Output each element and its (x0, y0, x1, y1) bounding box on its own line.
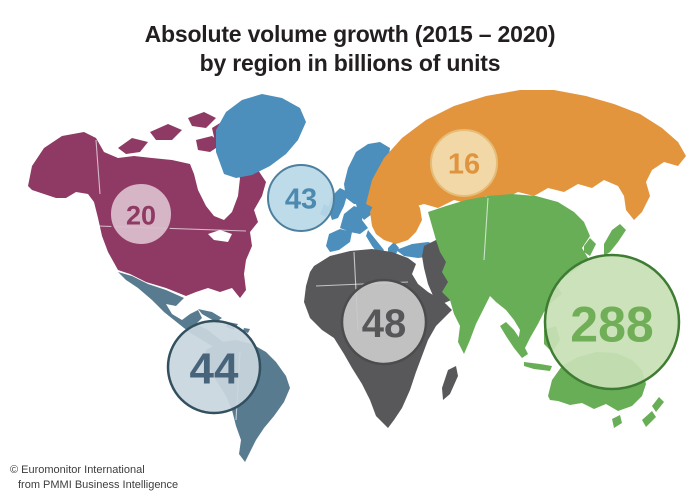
bubble-layer: 20 43 16 48 44 288 (109, 129, 681, 415)
bubble-circle-asia-pacific (543, 253, 681, 391)
bubble-value-western-europe: 43 (285, 183, 317, 215)
bubble-value-asia-pacific: 288 (570, 297, 653, 353)
bubble-latin-america: 44 (166, 319, 262, 415)
source-line2: from PMMI Business Intelligence (18, 479, 179, 492)
source-line1: © Euromonitor International (10, 464, 145, 477)
bubble-africa-middle-east: 48 (340, 278, 428, 366)
bubble-circle-eastern-europe (430, 129, 498, 197)
source-attribution: © Euromonitor International from PMMI Bu… (10, 463, 178, 493)
bubble-eastern-europe: 16 (430, 129, 498, 197)
chart-title: Absolute volume growth (2015 – 2020) by … (0, 20, 700, 78)
bubble-circle-north-america (109, 182, 173, 246)
bubble-circle-western-europe (267, 164, 335, 232)
region-greenland (216, 94, 306, 178)
region-asia (428, 194, 626, 371)
bubble-north-america: 20 (109, 182, 173, 246)
bubble-asia-pacific: 288 (543, 253, 681, 391)
bubble-value-north-america: 20 (126, 200, 156, 230)
chart-title-line1: Absolute volume growth (2015 – 2020) (144, 21, 556, 47)
region-central-america (118, 272, 250, 350)
bubble-value-eastern-europe: 16 (448, 148, 480, 180)
bubble-value-latin-america: 44 (190, 345, 239, 394)
bubble-circle-africa-middle-east (340, 278, 428, 366)
region-western-europe (320, 142, 440, 258)
chart-title-line2: by region in billions of units (199, 49, 501, 76)
bubble-western-europe: 43 (267, 164, 335, 232)
bubble-circle-latin-america (166, 319, 262, 415)
bubble-value-africa-middle-east: 48 (362, 302, 407, 346)
